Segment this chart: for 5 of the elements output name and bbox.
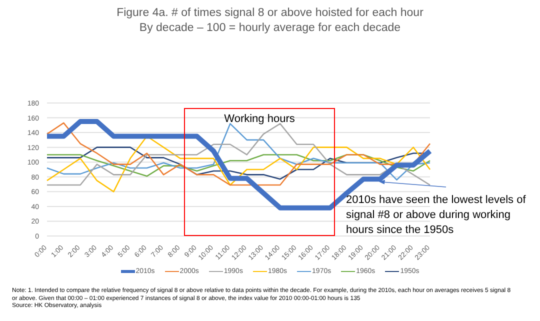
- annotation: Working hours: [223, 113, 296, 125]
- chart-title: Figure 4a. # of times signal 8 or above hoisted for each hour: [116, 6, 424, 21]
- chart-subtitle: By decade – 100 = hourly average for each decade: [138, 21, 402, 36]
- line-series: [46, 154, 431, 177]
- annotation: 2010s have seen the lowest levels of signal #8 or above during working hours since the 1950s: [346, 193, 527, 238]
